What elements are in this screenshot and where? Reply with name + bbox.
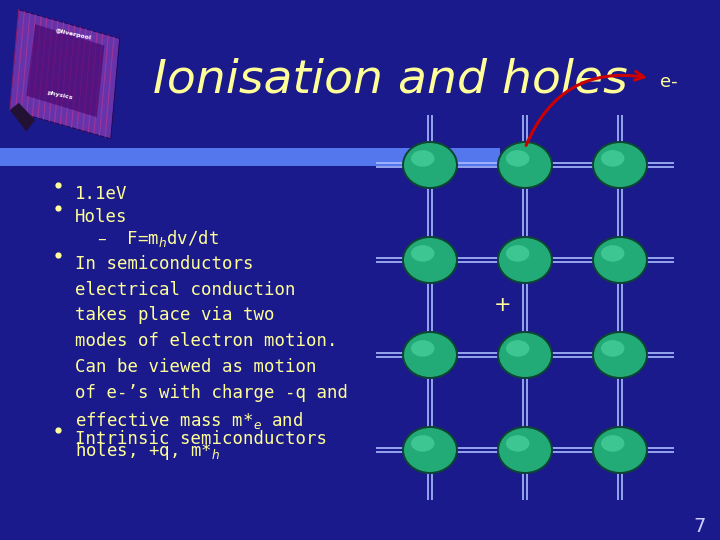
Ellipse shape xyxy=(497,236,553,284)
Ellipse shape xyxy=(411,150,434,167)
Ellipse shape xyxy=(411,340,434,356)
Text: –  F=m$_h$dv/dt: – F=m$_h$dv/dt xyxy=(97,228,219,249)
Ellipse shape xyxy=(499,333,551,377)
Ellipse shape xyxy=(402,331,458,379)
Ellipse shape xyxy=(402,426,458,474)
Ellipse shape xyxy=(601,245,624,262)
Ellipse shape xyxy=(497,141,553,189)
Text: +: + xyxy=(494,295,512,315)
Ellipse shape xyxy=(499,428,551,472)
Text: In semiconductors
electrical conduction
takes place via two
modes of electron mo: In semiconductors electrical conduction … xyxy=(75,255,348,462)
Ellipse shape xyxy=(411,435,434,451)
Text: Intrinsic semiconductors: Intrinsic semiconductors xyxy=(75,430,327,448)
Ellipse shape xyxy=(499,238,551,282)
Ellipse shape xyxy=(402,236,458,284)
Text: Ionisation and holes: Ionisation and holes xyxy=(153,57,627,103)
Ellipse shape xyxy=(592,426,648,474)
Ellipse shape xyxy=(497,331,553,379)
Ellipse shape xyxy=(404,333,456,377)
Ellipse shape xyxy=(594,238,646,282)
Ellipse shape xyxy=(404,238,456,282)
Text: physics: physics xyxy=(47,91,73,101)
Ellipse shape xyxy=(594,333,646,377)
Text: @liverpool: @liverpool xyxy=(54,28,91,40)
Ellipse shape xyxy=(404,143,456,187)
Text: 7: 7 xyxy=(694,517,706,537)
Polygon shape xyxy=(10,103,35,131)
Ellipse shape xyxy=(592,331,648,379)
Ellipse shape xyxy=(404,428,456,472)
Ellipse shape xyxy=(506,340,529,356)
Ellipse shape xyxy=(506,435,529,451)
Ellipse shape xyxy=(594,143,646,187)
Ellipse shape xyxy=(592,141,648,189)
Text: 1.1eV: 1.1eV xyxy=(75,185,127,203)
Ellipse shape xyxy=(402,141,458,189)
Ellipse shape xyxy=(506,150,529,167)
Polygon shape xyxy=(10,10,120,139)
Ellipse shape xyxy=(594,428,646,472)
Ellipse shape xyxy=(601,340,624,356)
Ellipse shape xyxy=(411,245,434,262)
Ellipse shape xyxy=(499,143,551,187)
Text: e-: e- xyxy=(660,73,678,91)
Ellipse shape xyxy=(601,435,624,451)
Ellipse shape xyxy=(506,245,529,262)
Text: Holes: Holes xyxy=(75,208,127,226)
FancyBboxPatch shape xyxy=(0,148,500,166)
Ellipse shape xyxy=(592,236,648,284)
Polygon shape xyxy=(27,24,104,117)
Ellipse shape xyxy=(601,150,624,167)
Ellipse shape xyxy=(497,426,553,474)
